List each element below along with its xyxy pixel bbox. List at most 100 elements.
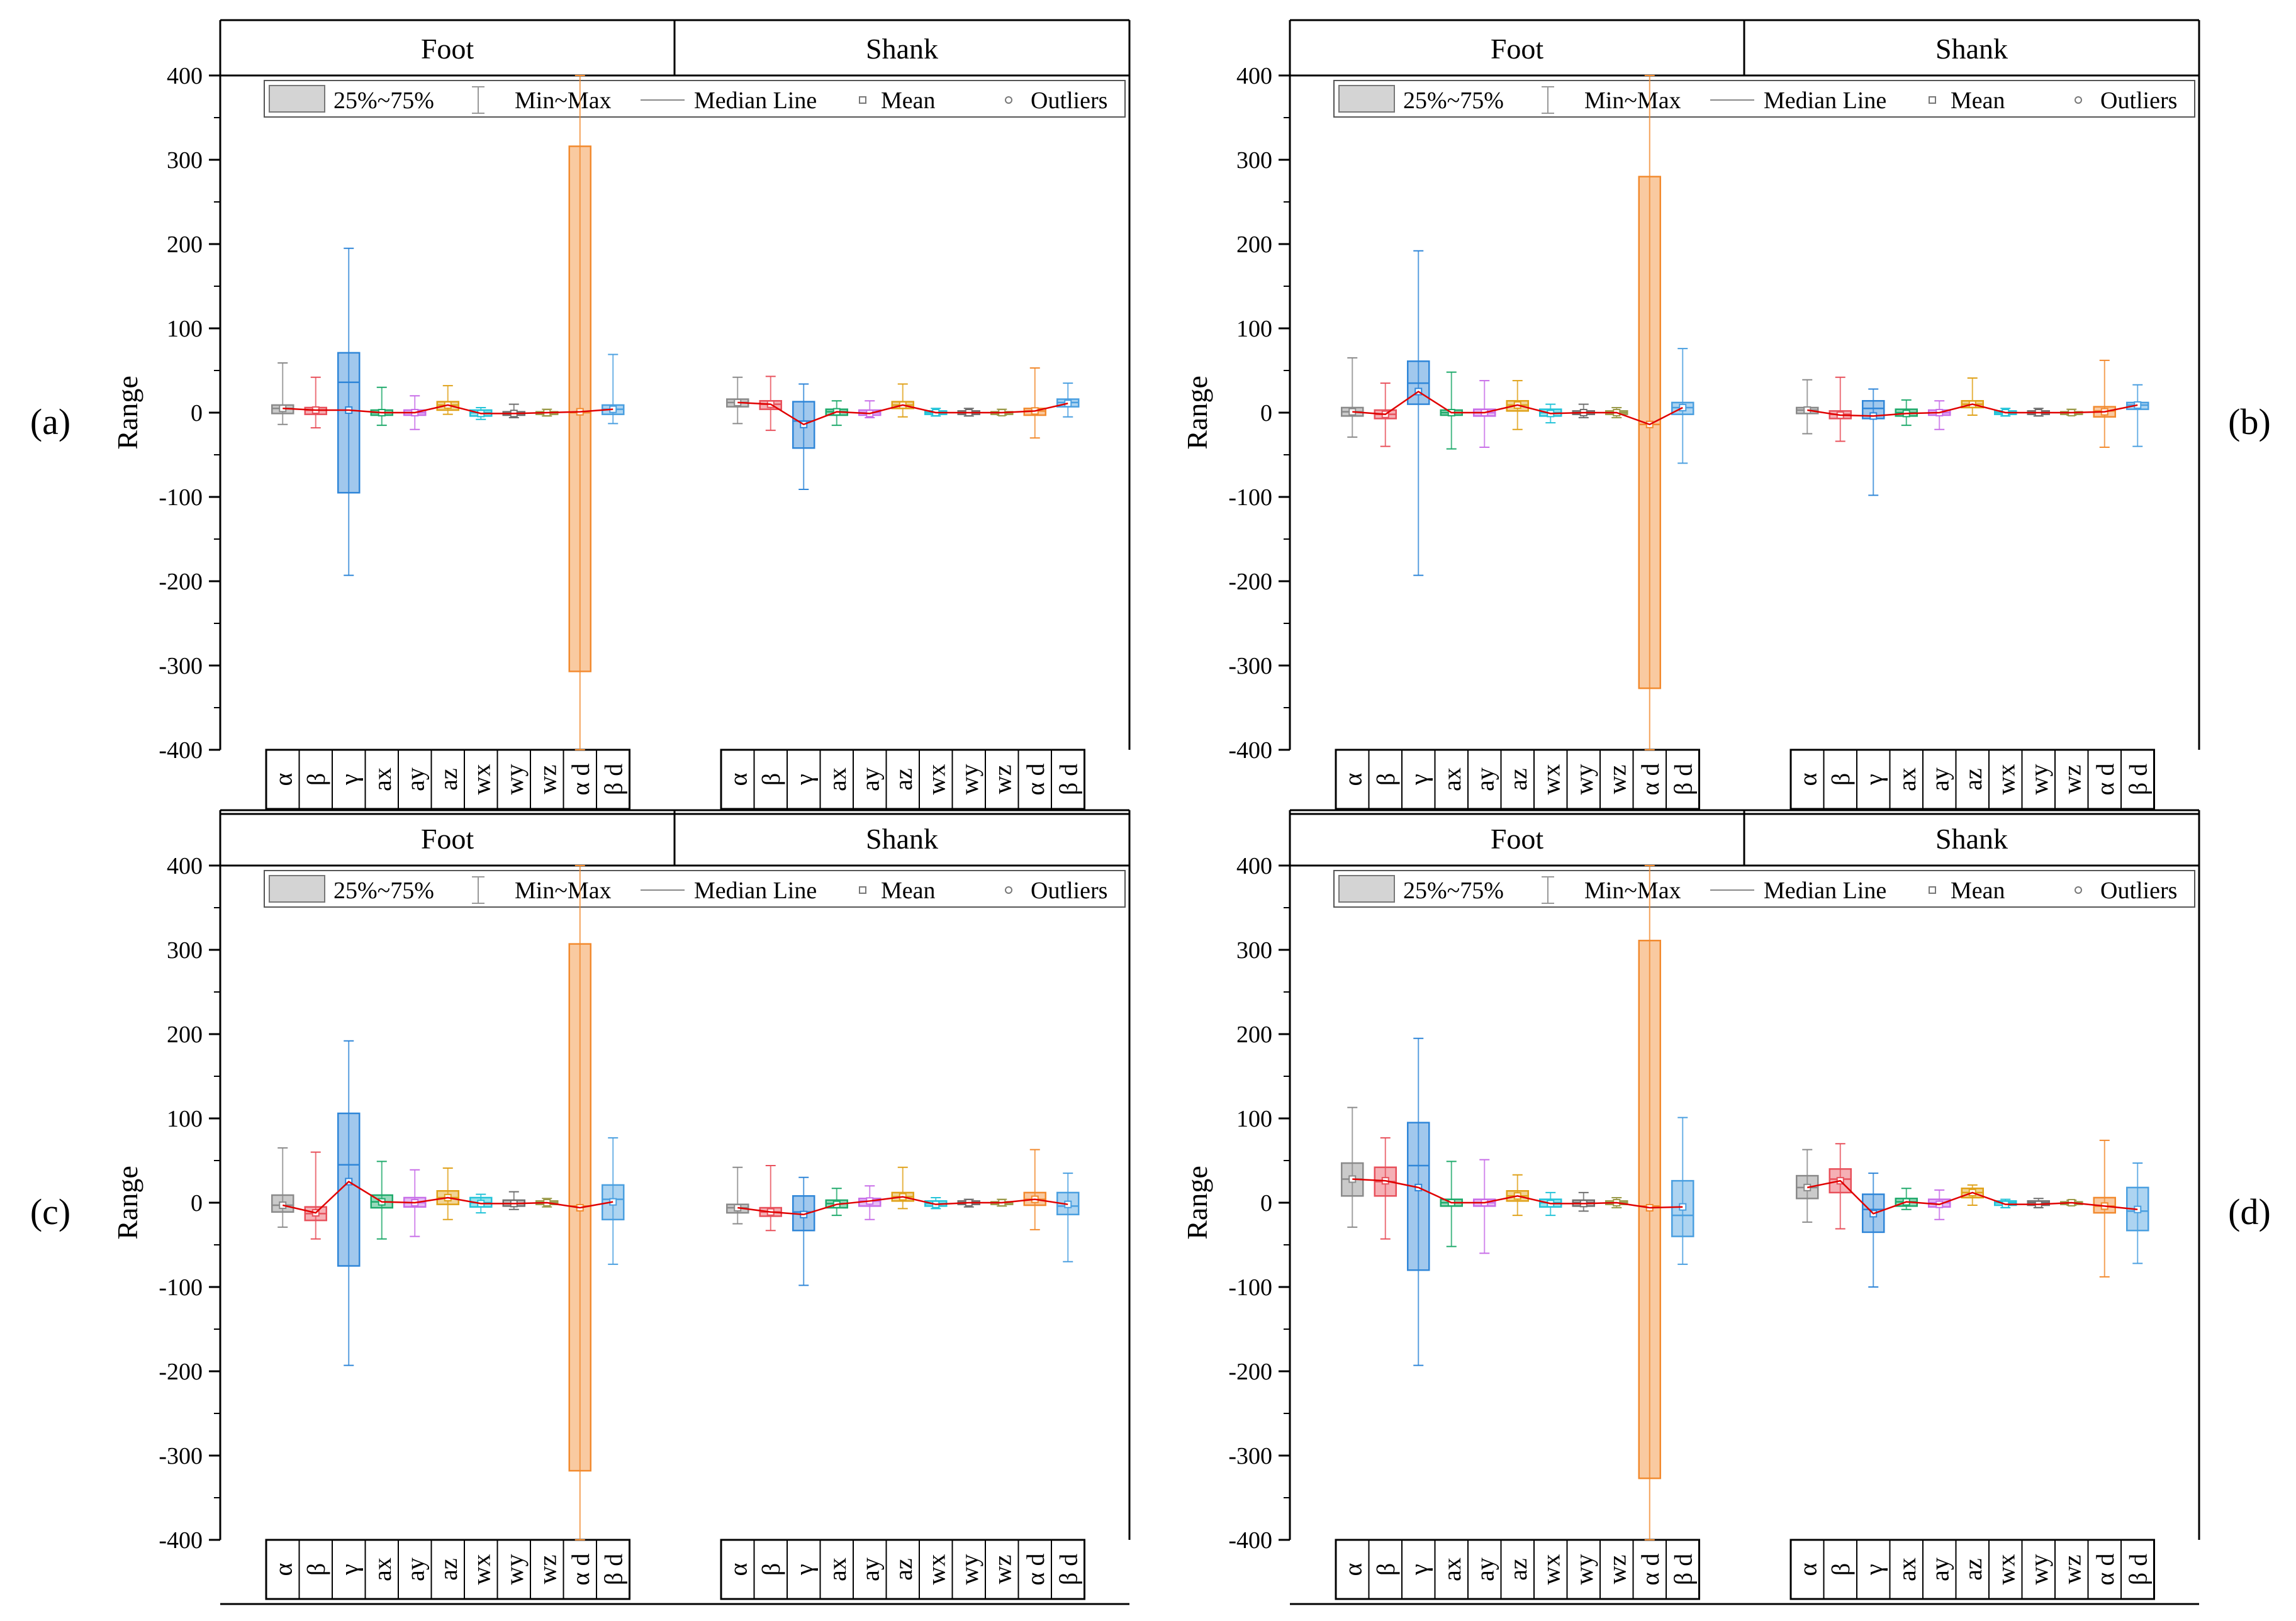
category-label-γ: γ	[1859, 774, 1888, 786]
box-α-d	[1023, 367, 1046, 439]
mean-connector-line	[1807, 403, 2138, 417]
box-α-d	[568, 865, 591, 1540]
category-label-wy: wy	[500, 764, 529, 795]
legend-whisker-label: Min~Max	[515, 87, 612, 114]
group-header-shank: Shank	[866, 33, 938, 65]
category-label-β: β	[1372, 773, 1400, 786]
category-label-γ: γ	[1404, 774, 1433, 786]
category-label-α: α	[1338, 772, 1367, 786]
y-axis-label: Range	[1181, 1166, 1213, 1240]
category-label-α-d: α d	[2091, 764, 2119, 796]
category-label-ay: ay	[856, 767, 884, 791]
group-header-foot: Foot	[1491, 823, 1544, 855]
group-header-foot: Foot	[1491, 33, 1544, 65]
legend-frame	[1333, 80, 2195, 118]
category-label-wz: wz	[1603, 1555, 1631, 1585]
foot-boxes	[1341, 865, 1694, 1540]
group-header-foot: Foot	[421, 823, 474, 855]
y-tick-label: 0	[191, 400, 203, 426]
category-label-β: β	[757, 1563, 785, 1576]
legend-median-label: Median Line	[694, 877, 817, 904]
legend-frame	[264, 870, 1126, 908]
legend-outlier-label: Outliers	[2100, 87, 2177, 114]
category-label-ay: ay	[856, 1557, 884, 1581]
mean-connector-line	[283, 404, 613, 415]
legend-outlier-label: Outliers	[2100, 877, 2177, 904]
box-γ	[792, 1176, 815, 1286]
box-γ	[337, 247, 361, 576]
category-label-wx: wx	[1991, 764, 2020, 795]
legend-outlier-label: Outliers	[1031, 877, 1107, 904]
box-β-d	[602, 354, 625, 425]
legend-whisker-label: Min~Max	[1584, 877, 1681, 904]
category-label-β-d: β d	[2124, 1554, 2152, 1585]
legend-whisker-label: Min~Max	[1584, 87, 1681, 114]
category-label-α-d: α d	[1636, 764, 1664, 796]
y-tick-label: -100	[1228, 1274, 1272, 1301]
box-α	[726, 376, 749, 425]
chart-panel: Foot Shank -400 -300 -200 -100 0 100 200 300 400 Ra…	[30, 19, 1131, 815]
category-label-ay: ay	[401, 767, 429, 791]
category-label-β-d: β d	[599, 764, 627, 795]
category-strip-frame	[1789, 1539, 2155, 1600]
foot-boxes	[1341, 75, 1694, 750]
category-label-α: α	[724, 772, 752, 786]
box-ax	[1440, 1161, 1463, 1247]
box-β	[1828, 376, 1852, 442]
panel-label: (b)	[2228, 401, 2271, 442]
category-label-α-d: α d	[1636, 1554, 1664, 1586]
legend-mean-label: Mean	[881, 877, 936, 904]
iqr-box	[1407, 1122, 1430, 1271]
category-label-ax: ax	[1438, 767, 1466, 791]
legend-frame	[1333, 870, 2195, 908]
box-ax	[370, 386, 393, 426]
box-wx	[1994, 1198, 2017, 1209]
box-β-d	[2126, 1162, 2149, 1264]
group-header-shank: Shank	[1935, 823, 2008, 855]
category-label-α: α	[1338, 1563, 1367, 1576]
y-axis-label: Range	[111, 1166, 143, 1240]
category-label-ax: ax	[1893, 1557, 1921, 1581]
y-tick-label: 300	[1236, 147, 1272, 174]
box-α-d	[2093, 359, 2116, 448]
category-label-β: β	[302, 1563, 330, 1576]
box-az	[436, 385, 459, 415]
category-label-az: az	[1959, 768, 1987, 791]
box-β	[759, 1165, 782, 1232]
category-label-β-d: β d	[1054, 764, 1082, 795]
category-label-wy: wy	[2025, 764, 2053, 795]
box-α-d	[1023, 1149, 1046, 1230]
category-label-α-d: α d	[566, 764, 595, 796]
category-strip-frame	[720, 749, 1085, 810]
box-wy	[1572, 1191, 1595, 1212]
y-tick-label: 100	[167, 1106, 203, 1132]
category-label-β-d: β d	[1054, 1554, 1082, 1585]
legend-box-label: 25%~75%	[1403, 87, 1504, 114]
category-label-β: β	[1827, 773, 1855, 786]
y-axis-label: Range	[1181, 376, 1213, 450]
category-label-α: α	[1793, 1563, 1822, 1576]
iqr-box	[337, 1112, 361, 1267]
category-label-α: α	[269, 1563, 297, 1576]
box-β	[1828, 1143, 1852, 1230]
category-label-β: β	[1372, 1563, 1400, 1576]
y-tick-label: -400	[1228, 1527, 1272, 1554]
category-strip-frame	[720, 1539, 1085, 1600]
y-tick-label: -100	[1228, 484, 1272, 511]
category-label-wx: wx	[922, 1554, 950, 1585]
y-tick-label: 400	[1236, 853, 1272, 879]
y-tick-label: -300	[1228, 653, 1272, 679]
box-ax	[825, 1188, 848, 1217]
y-tick-label: 0	[1260, 400, 1272, 426]
box-γ	[337, 1040, 361, 1366]
y-tick-label: 400	[167, 63, 203, 89]
box-β-d	[1671, 348, 1694, 464]
box-γ	[792, 383, 815, 490]
box-az	[891, 1166, 914, 1210]
box-β-d	[602, 1137, 625, 1265]
category-label-az: az	[1504, 768, 1532, 791]
